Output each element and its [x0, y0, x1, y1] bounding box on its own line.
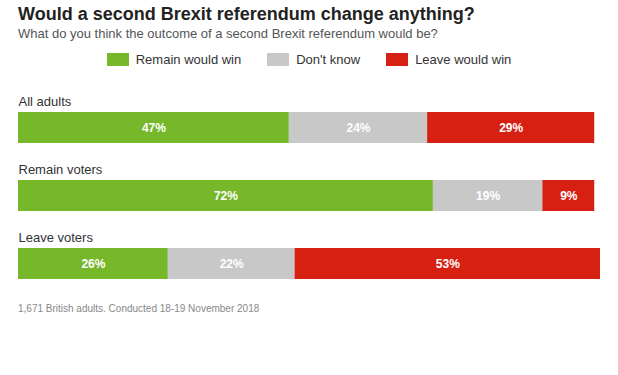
svg-text:9%: 9%: [560, 189, 578, 203]
html-text:1,671 British adults. Conducte: 1,671 British adults. Conducted 18-19 No…: [18, 303, 260, 314]
html-text:What do you think the outcome: What do you think the outcome of a secon…: [18, 26, 438, 41]
svg-text:72%: 72%: [214, 189, 238, 203]
svg-text:24%: 24%: [346, 121, 370, 135]
html-text:Remain would win: Remain would win: [135, 52, 242, 67]
svg-text:All adults: All adults: [19, 94, 72, 109]
html-text:Don't know: Don't know: [296, 52, 361, 67]
html-text:Leave would win: Leave would win: [415, 52, 512, 67]
svg-text:Leave voters: Leave voters: [19, 230, 94, 245]
svg-text:29%: 29%: [499, 121, 523, 135]
svg-text:53%: 53%: [436, 257, 460, 271]
svg-text:22%: 22%: [220, 257, 244, 271]
html-text:Would a second Brexit referend: Would a second Brexit referendum change …: [18, 4, 475, 24]
svg-text:26%: 26%: [81, 257, 105, 271]
svg-text:47%: 47%: [142, 121, 166, 135]
svg-text:19%: 19%: [476, 189, 500, 203]
svg-text:Remain voters: Remain voters: [19, 162, 103, 177]
